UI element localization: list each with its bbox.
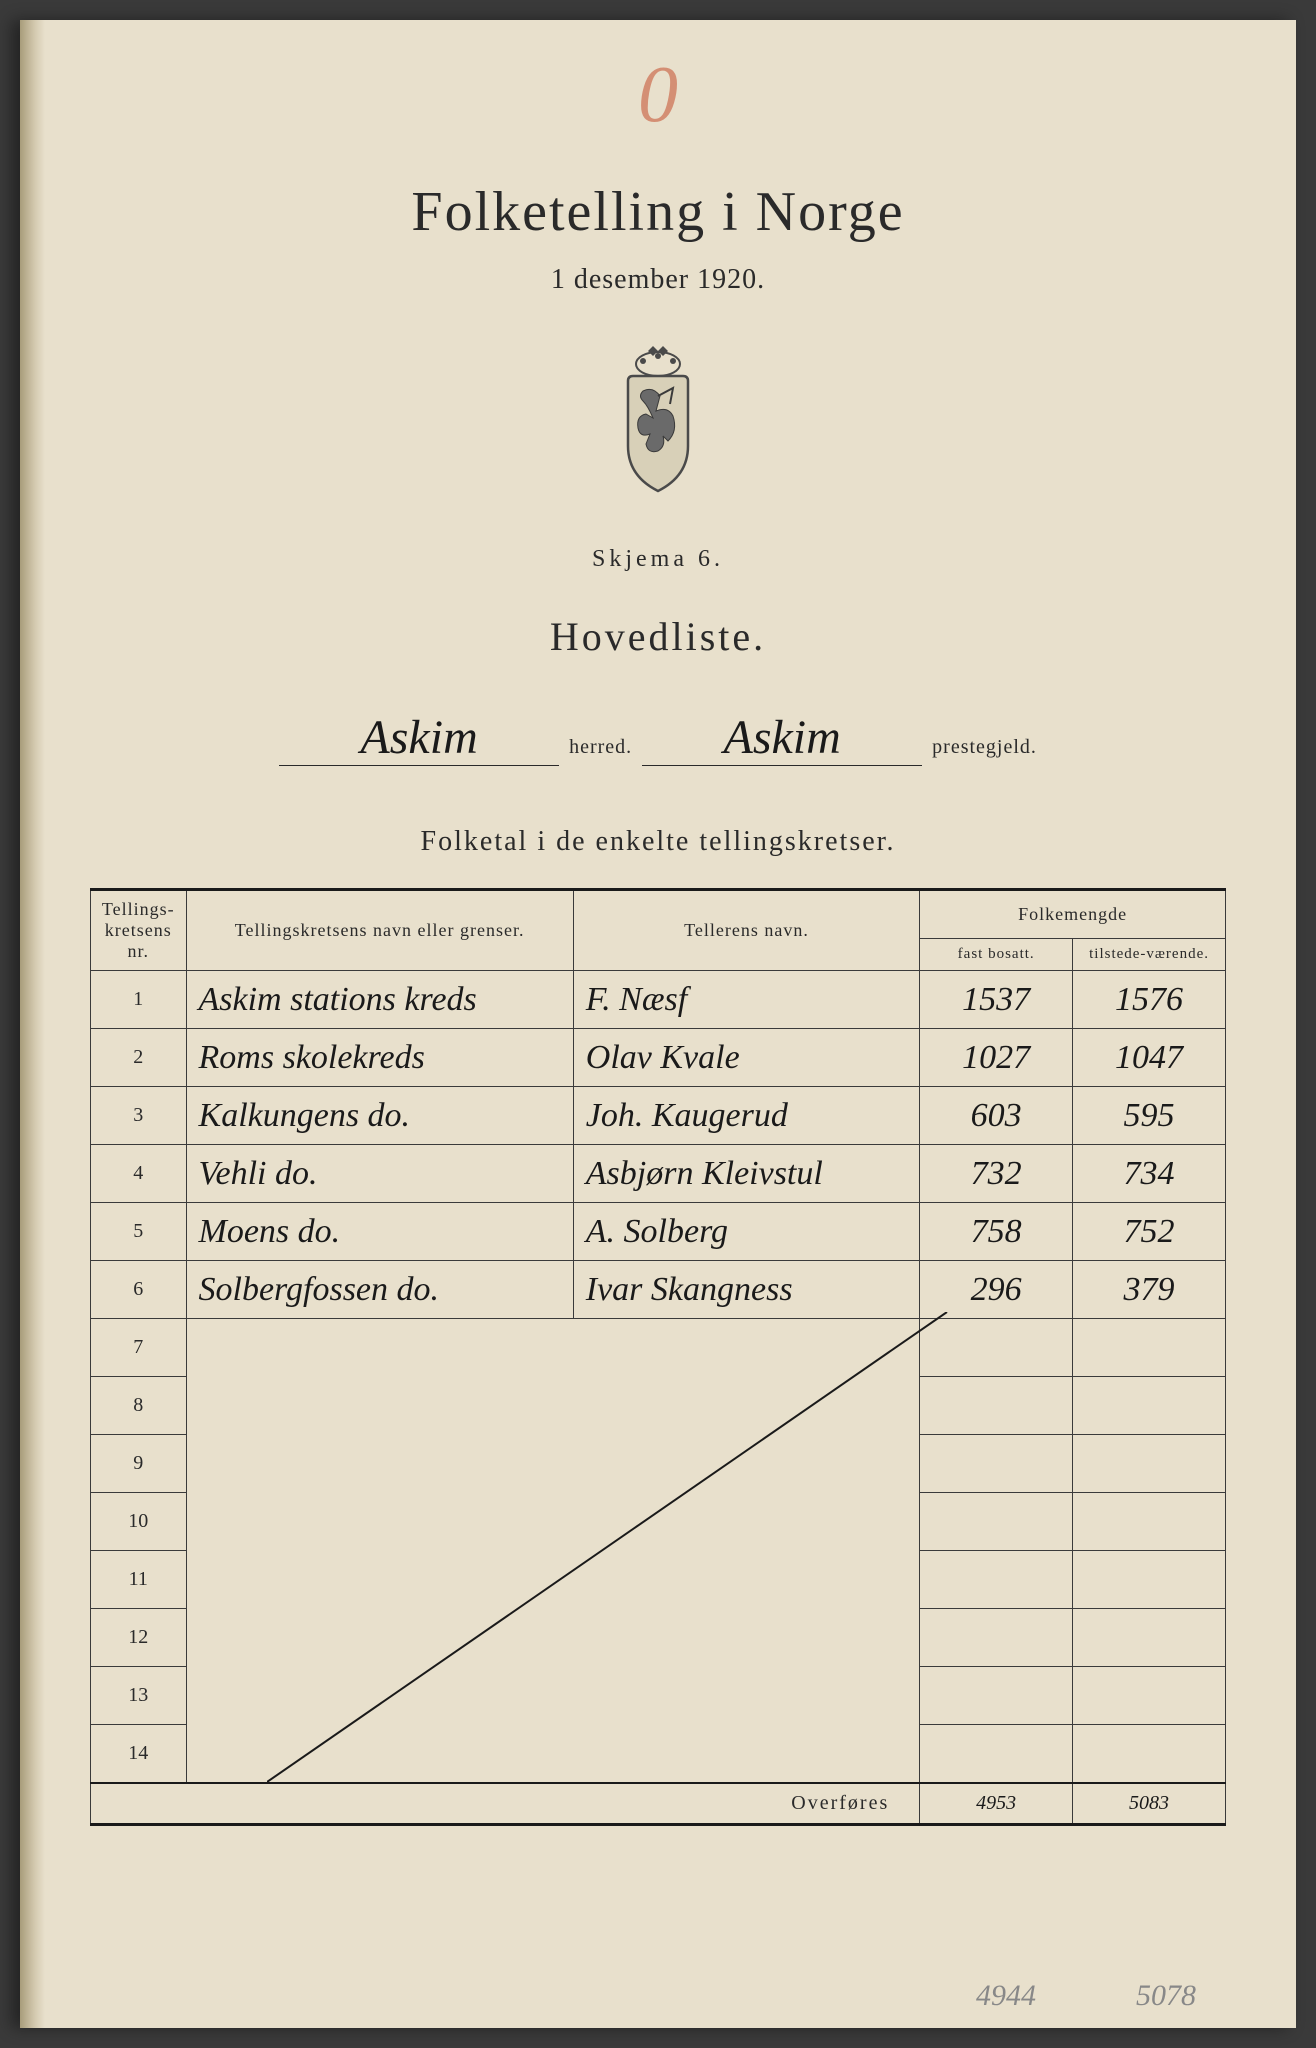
cell-nr: 9 bbox=[91, 1435, 187, 1493]
cell-teller: Asbjørn Kleivstul bbox=[573, 1145, 919, 1203]
cell-tilstede: 1576 bbox=[1073, 971, 1226, 1029]
cell-teller: A. Solberg bbox=[573, 1203, 919, 1261]
herred-label: herred. bbox=[569, 736, 632, 759]
cell-tilstede: 595 bbox=[1073, 1087, 1226, 1145]
coat-of-arms-icon bbox=[598, 346, 718, 496]
cell-empty bbox=[920, 1319, 1073, 1377]
table-row: 5 Moens do. A. Solberg 758 752 bbox=[91, 1203, 1226, 1261]
cell-tilstede: 1047 bbox=[1073, 1029, 1226, 1087]
cell-teller: Ivar Skangness bbox=[573, 1261, 919, 1319]
table-body: 1 Askim stations kreds F. Næsf 1537 1576… bbox=[91, 971, 1226, 1825]
totals-label: Overføres bbox=[91, 1783, 920, 1825]
table-row: 2 Roms skolekreds Olav Kvale 1027 1047 bbox=[91, 1029, 1226, 1087]
header-navn: Tellingskretsens navn eller grenser. bbox=[186, 890, 573, 971]
cell-nr: 5 bbox=[91, 1203, 187, 1261]
cell-nr: 14 bbox=[91, 1725, 187, 1783]
header-folkemengde: Folkemengde bbox=[920, 890, 1226, 939]
crest-svg bbox=[598, 346, 718, 496]
cell-nr: 1 bbox=[91, 971, 187, 1029]
cell-nr: 6 bbox=[91, 1261, 187, 1319]
totals-row: Overføres 4953 5083 bbox=[91, 1783, 1226, 1825]
diagonal-strike-line bbox=[267, 1312, 967, 1782]
cell-nr: 2 bbox=[91, 1029, 187, 1087]
cell-nr: 10 bbox=[91, 1493, 187, 1551]
pencil-correction-tilstede: 5078 bbox=[1136, 1979, 1196, 2013]
header-teller: Tellerens navn. bbox=[573, 890, 919, 971]
cell-nr: 13 bbox=[91, 1667, 187, 1725]
cell-teller: Olav Kvale bbox=[573, 1029, 919, 1087]
cell-navn: Solbergfossen do. bbox=[186, 1261, 573, 1319]
prestegjeld-value: Askim bbox=[642, 710, 922, 766]
cell-nr: 4 bbox=[91, 1145, 187, 1203]
census-table: Tellings-kretsens nr. Tellingskretsens n… bbox=[90, 888, 1226, 1826]
date-subtitle: 1 desember 1920. bbox=[80, 264, 1236, 296]
table-row-empty: 7 bbox=[91, 1319, 1226, 1377]
cell-nr: 12 bbox=[91, 1609, 187, 1667]
cell-fast: 296 bbox=[920, 1261, 1073, 1319]
herred-value: Askim bbox=[279, 710, 559, 766]
jurisdiction-line: Askim herred. Askim prestegjeld. bbox=[80, 710, 1236, 766]
table-section-title: Folketal i de enkelte tellingskretser. bbox=[80, 826, 1236, 858]
cell-teller: Joh. Kaugerud bbox=[573, 1087, 919, 1145]
form-type-title: Hovedliste. bbox=[80, 613, 1236, 660]
cell-navn: Askim stations kreds bbox=[186, 971, 573, 1029]
table-row: 3 Kalkungens do. Joh. Kaugerud 603 595 bbox=[91, 1087, 1226, 1145]
cell-navn: Vehli do. bbox=[186, 1145, 573, 1203]
cell-navn: Roms skolekreds bbox=[186, 1029, 573, 1087]
cell-tilstede: 734 bbox=[1073, 1145, 1226, 1203]
header-fast: fast bosatt. bbox=[920, 938, 1073, 970]
totals-tilstede: 5083 bbox=[1073, 1783, 1226, 1825]
cell-tilstede: 752 bbox=[1073, 1203, 1226, 1261]
empty-diagonal-cell bbox=[186, 1319, 920, 1783]
main-title: Folketelling i Norge bbox=[80, 180, 1236, 244]
cell-navn: Kalkungens do. bbox=[186, 1087, 573, 1145]
cell-navn: Moens do. bbox=[186, 1203, 573, 1261]
header-tilstede: tilstede-værende. bbox=[1073, 938, 1226, 970]
cell-nr: 7 bbox=[91, 1319, 187, 1377]
cell-nr: 8 bbox=[91, 1377, 187, 1435]
cell-fast: 1537 bbox=[920, 971, 1073, 1029]
form-number: Skjema 6. bbox=[80, 546, 1236, 573]
pencil-correction-fast: 4944 bbox=[976, 1979, 1036, 2013]
table-row: 4 Vehli do. Asbjørn Kleivstul 732 734 bbox=[91, 1145, 1226, 1203]
cell-fast: 1027 bbox=[920, 1029, 1073, 1087]
totals-fast: 4953 bbox=[920, 1783, 1073, 1825]
census-table-wrap: Tellings-kretsens nr. Tellingskretsens n… bbox=[90, 888, 1226, 1826]
prestegjeld-label: prestegjeld. bbox=[932, 736, 1037, 759]
cell-fast: 603 bbox=[920, 1087, 1073, 1145]
cell-fast: 758 bbox=[920, 1203, 1073, 1261]
table-header-row-1: Tellings-kretsens nr. Tellingskretsens n… bbox=[91, 890, 1226, 939]
cell-tilstede: 379 bbox=[1073, 1261, 1226, 1319]
cell-empty bbox=[1073, 1319, 1226, 1377]
document-page: 0 Folketelling i Norge 1 desember 1920. … bbox=[20, 20, 1296, 2028]
document-header: Folketelling i Norge 1 desember 1920. Sk… bbox=[80, 180, 1236, 858]
red-stamp-mark: 0 bbox=[638, 50, 678, 141]
header-nr: Tellings-kretsens nr. bbox=[91, 890, 187, 971]
table-row: 6 Solbergfossen do. Ivar Skangness 296 3… bbox=[91, 1261, 1226, 1319]
cell-nr: 3 bbox=[91, 1087, 187, 1145]
cell-nr: 11 bbox=[91, 1551, 187, 1609]
cell-teller: F. Næsf bbox=[573, 971, 919, 1029]
table-row: 1 Askim stations kreds F. Næsf 1537 1576 bbox=[91, 971, 1226, 1029]
cell-fast: 732 bbox=[920, 1145, 1073, 1203]
